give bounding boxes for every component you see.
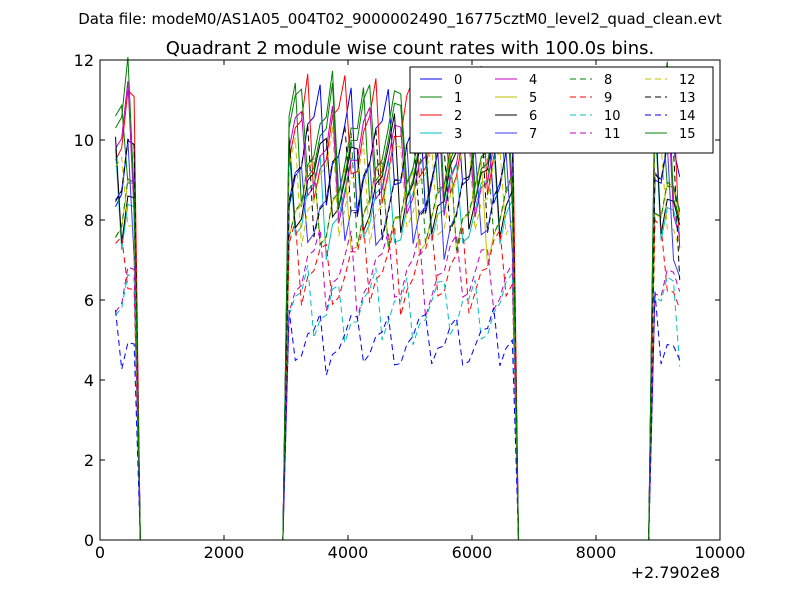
legend-label-4: 4 [529,73,537,88]
series-line-11 [115,228,681,541]
x-axis: 0 2000 4000 6000 8000 10000 [95,60,746,562]
series-line-8 [115,132,681,541]
x-tick-label: 4000 [328,543,369,562]
chart-title: Quadrant 2 module wise count rates with … [166,38,655,59]
legend-label-7: 7 [529,127,537,142]
y-tick-label: 10 [74,131,94,150]
legend-label-9: 9 [604,91,612,106]
legend-label-5: 5 [529,91,537,106]
series-line-14 [115,291,681,541]
legend-label-11: 11 [604,127,621,142]
series-line-10 [115,265,681,541]
y-tick-label: 6 [84,291,94,310]
x-tick-label: 2000 [204,543,245,562]
legend-label-12: 12 [679,73,696,88]
legend-label-6: 6 [529,109,537,124]
legend-label-3: 3 [454,127,462,142]
series-line-5 [115,154,681,541]
x-tick-label: 10000 [695,543,746,562]
series-line-12 [115,127,681,541]
legend-label-0: 0 [454,73,462,88]
series-line-6 [115,104,681,541]
y-tick-label: 4 [84,371,94,390]
y-tick-label: 12 [74,51,94,70]
y-tick-label: 0 [84,531,94,550]
legend-label-2: 2 [454,109,462,124]
legend-box [409,66,714,154]
series-line-13 [115,117,681,541]
y-tick-label: 8 [84,211,94,230]
legend-label-8: 8 [604,73,612,88]
chart-suptitle: Data file: modeM0/AS1A05_004T02_90000024… [78,10,722,29]
series-line-9 [115,218,681,541]
y-tick-label: 2 [84,451,94,470]
x-offset-label: +2.7902e8 [631,563,720,582]
legend-label-1: 1 [454,91,462,106]
series-line-7 [115,140,681,541]
x-tick-label: 0 [95,543,105,562]
legend-label-10: 10 [604,109,621,124]
x-tick-label: 6000 [452,543,493,562]
x-tick-label: 8000 [576,543,617,562]
legend-label-15: 15 [679,127,696,142]
legend-label-14: 14 [679,109,696,124]
legend-label-13: 13 [679,91,696,106]
